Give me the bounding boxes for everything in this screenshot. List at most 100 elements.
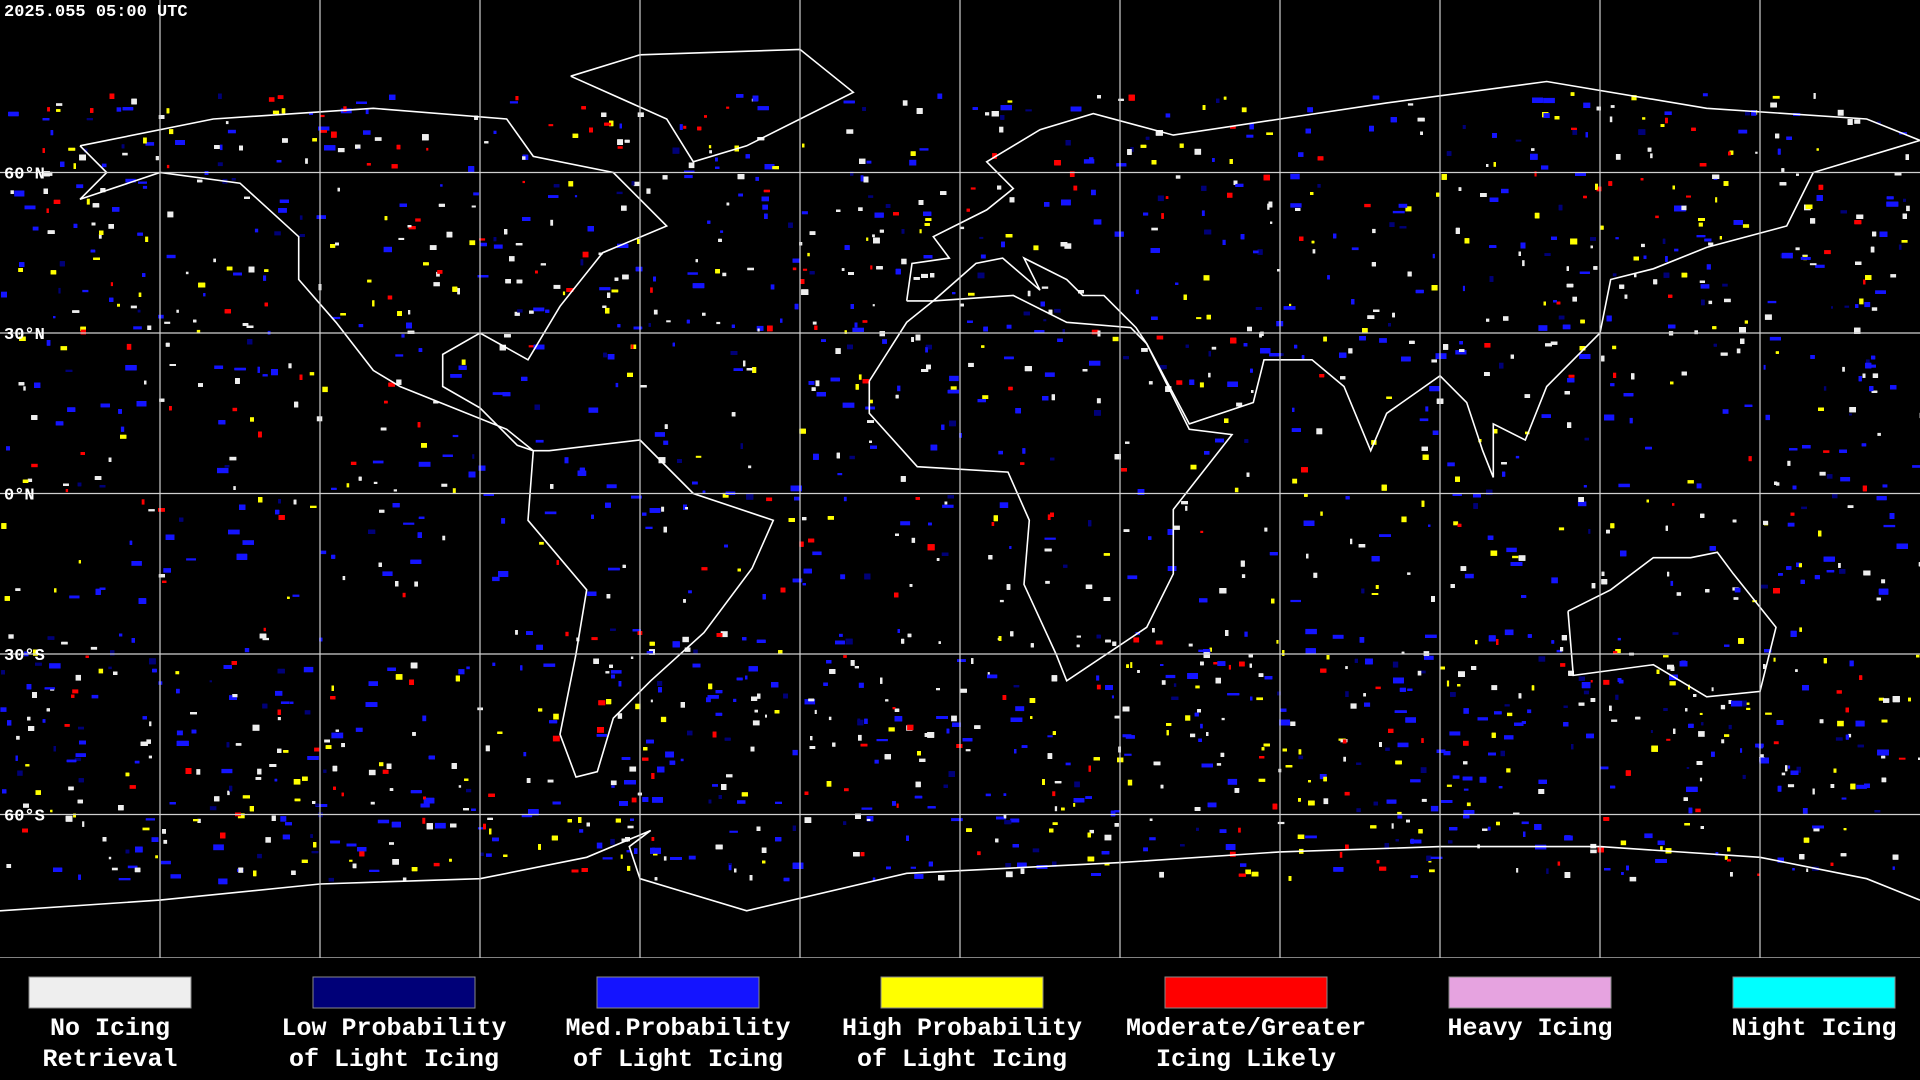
icing-pixel <box>72 689 79 694</box>
icing-pixel <box>957 659 966 662</box>
icing-pixel <box>1699 712 1703 715</box>
icing-pixel <box>197 818 201 823</box>
icing-pixel <box>1676 592 1682 596</box>
icing-pixel <box>1246 134 1254 138</box>
icing-pixel <box>1240 863 1247 867</box>
icing-pixel <box>1447 462 1455 467</box>
icing-pixel <box>418 461 431 467</box>
icing-pixel <box>319 114 325 118</box>
icing-pixel <box>982 395 989 399</box>
icing-pixel <box>271 815 276 821</box>
icing-pixel <box>985 112 990 116</box>
icing-pixel <box>627 865 631 871</box>
icing-pixel <box>937 93 943 99</box>
icing-pixel <box>133 326 142 330</box>
icing-pixel <box>627 825 634 829</box>
icing-pixel <box>568 181 574 187</box>
icing-pixel <box>74 757 81 762</box>
icing-pixel <box>1905 154 1909 160</box>
icing-pixel <box>1686 767 1690 769</box>
icing-pixel <box>684 175 693 179</box>
icing-pixel <box>435 822 446 829</box>
icing-pixel <box>1259 756 1265 759</box>
icing-pixel <box>1127 779 1133 786</box>
icing-pixel <box>310 505 317 508</box>
icing-field <box>0 92 1920 885</box>
icing-pixel <box>1670 381 1674 385</box>
icing-pixel <box>1882 484 1888 488</box>
icing-pixel <box>1096 684 1101 690</box>
icing-pixel <box>1159 871 1164 878</box>
icing-pixel <box>528 345 535 348</box>
icing-pixel <box>1883 524 1896 528</box>
icing-pixel <box>1763 364 1766 370</box>
icing-pixel <box>1856 784 1867 789</box>
icing-pixel <box>517 309 523 313</box>
icing-pixel <box>985 793 991 797</box>
icing-pixel <box>1464 573 1474 579</box>
icing-pixel <box>209 806 217 811</box>
icing-pixel <box>1076 635 1081 638</box>
icing-pixel <box>553 284 561 289</box>
icing-pixel <box>58 287 61 294</box>
icing-pixel <box>1463 708 1469 714</box>
icing-pixel <box>826 781 832 787</box>
icing-pixel <box>1320 511 1323 516</box>
icing-pixel <box>8 634 14 639</box>
icing-pixel <box>722 492 729 498</box>
icing-pixel <box>1073 185 1078 191</box>
icing-pixel <box>368 769 376 776</box>
icing-pixel <box>1721 739 1725 744</box>
icing-pixel <box>1130 662 1133 668</box>
icing-pixel <box>31 463 38 468</box>
icing-pixel <box>666 320 671 323</box>
icing-pixel <box>716 321 721 325</box>
icing-pixel <box>1112 336 1119 342</box>
icing-pixel <box>486 853 492 857</box>
icing-pixel <box>977 851 981 856</box>
icing-pixel <box>1391 823 1394 829</box>
icing-pixel <box>350 461 357 465</box>
icing-pixel <box>812 551 822 556</box>
icing-pixel <box>1410 779 1421 783</box>
icing-pixel <box>170 874 181 879</box>
icing-pixel <box>1258 778 1266 782</box>
icing-pixel <box>1093 219 1102 225</box>
icing-pixel <box>992 153 997 159</box>
icing-pixel <box>379 762 384 767</box>
icing-pixel <box>539 541 544 545</box>
icing-pixel <box>1405 206 1412 212</box>
icing-pixel <box>1292 478 1298 484</box>
icing-pixel <box>588 407 599 413</box>
icing-pixel <box>850 660 855 666</box>
icing-pixel <box>1558 527 1565 531</box>
icing-pixel <box>131 561 142 566</box>
icing-pixel <box>221 768 233 774</box>
icing-pixel <box>1316 428 1323 435</box>
icing-pixel <box>1708 242 1714 246</box>
icing-pixel <box>1156 335 1164 340</box>
icing-pixel <box>1504 629 1514 636</box>
icing-pixel <box>942 504 954 508</box>
icing-pixel <box>1694 330 1698 335</box>
icing-pixel <box>1236 402 1243 407</box>
icing-pixel <box>1305 628 1317 635</box>
icing-pixel <box>965 749 971 752</box>
icing-pixel <box>654 432 665 437</box>
icing-pixel <box>163 568 171 573</box>
icing-pixel <box>868 195 874 198</box>
icing-pixel <box>1227 778 1238 785</box>
icing-pixel <box>602 857 613 860</box>
icing-pixel <box>1043 319 1047 322</box>
icing-pixel <box>196 769 201 775</box>
icing-pixel <box>748 465 752 469</box>
icing-pixel <box>720 230 724 233</box>
icing-pixel <box>1044 537 1056 540</box>
icing-pixel <box>1698 731 1705 737</box>
icing-pixel <box>292 594 300 597</box>
icing-pixel <box>274 231 281 236</box>
icing-pixel <box>606 484 617 489</box>
icing-pixel <box>1772 95 1780 99</box>
icing-pixel <box>680 758 684 762</box>
icing-pixel <box>1787 765 1791 769</box>
